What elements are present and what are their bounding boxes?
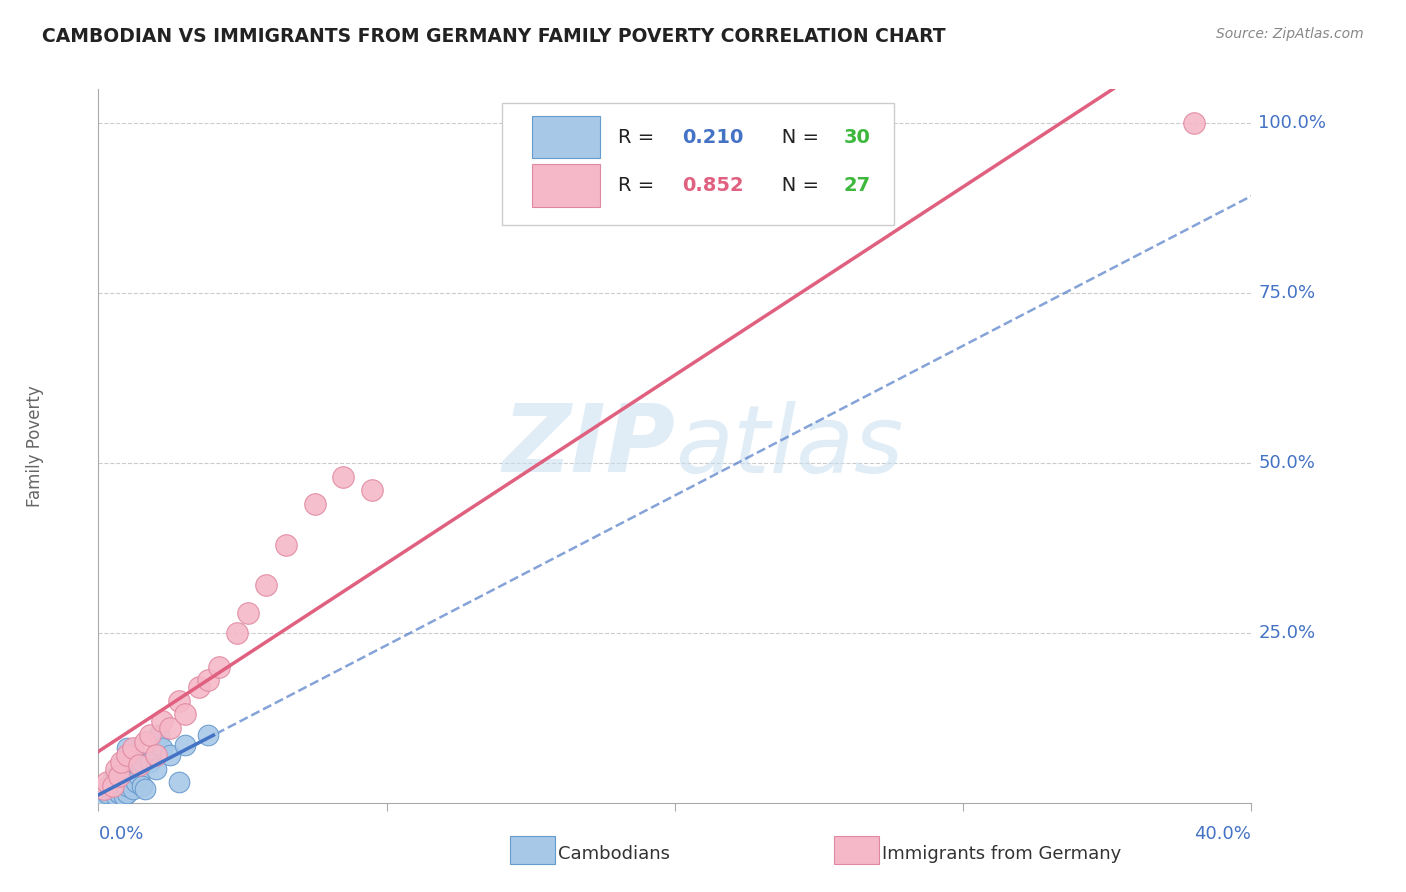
Text: Immigrants from Germany: Immigrants from Germany <box>882 845 1121 863</box>
Point <box>110 762 132 776</box>
Point <box>93 789 115 803</box>
Point <box>128 769 150 783</box>
Point <box>174 738 197 752</box>
Point <box>128 758 150 772</box>
Point <box>122 782 145 797</box>
Point <box>104 762 127 776</box>
Point <box>274 537 297 551</box>
Point <box>104 789 127 803</box>
Text: atlas: atlas <box>675 401 903 491</box>
Point <box>167 775 190 789</box>
Point <box>145 762 167 776</box>
Point <box>112 755 135 769</box>
Text: Family Poverty: Family Poverty <box>27 385 44 507</box>
Text: 25.0%: 25.0% <box>1258 624 1316 642</box>
Point <box>117 779 138 793</box>
Point <box>174 707 197 722</box>
Text: 0.0%: 0.0% <box>98 825 143 843</box>
Point <box>159 748 181 763</box>
Point <box>120 775 142 789</box>
Point <box>238 606 260 620</box>
Point <box>131 779 153 793</box>
Point <box>96 786 118 800</box>
Text: ZIP: ZIP <box>502 400 675 492</box>
Point <box>254 578 277 592</box>
Point <box>110 782 132 797</box>
Point <box>197 728 219 742</box>
Point <box>122 741 145 756</box>
Text: R =: R = <box>619 128 661 146</box>
FancyBboxPatch shape <box>531 116 600 158</box>
Point <box>98 782 121 797</box>
Text: 50.0%: 50.0% <box>1258 454 1315 472</box>
Point <box>112 789 135 803</box>
Point <box>188 680 211 694</box>
Text: 40.0%: 40.0% <box>1195 825 1251 843</box>
Point <box>104 769 127 783</box>
Point <box>1182 116 1205 130</box>
Text: 75.0%: 75.0% <box>1258 284 1316 302</box>
Text: CAMBODIAN VS IMMIGRANTS FROM GERMANY FAMILY POVERTY CORRELATION CHART: CAMBODIAN VS IMMIGRANTS FROM GERMANY FAM… <box>42 27 946 45</box>
Point <box>150 741 173 756</box>
Point <box>93 782 115 797</box>
Point <box>145 748 167 763</box>
Text: 30: 30 <box>844 128 870 146</box>
Point <box>197 673 219 688</box>
Text: N =: N = <box>762 176 825 195</box>
Text: Source: ZipAtlas.com: Source: ZipAtlas.com <box>1216 27 1364 41</box>
Point <box>131 755 153 769</box>
Point <box>225 626 247 640</box>
Point <box>117 748 138 763</box>
Point <box>117 741 138 756</box>
Text: Cambodians: Cambodians <box>558 845 671 863</box>
Point <box>167 694 190 708</box>
Text: 100.0%: 100.0% <box>1258 114 1326 132</box>
Point <box>134 734 156 748</box>
Text: 0.852: 0.852 <box>682 176 744 195</box>
Point <box>304 497 326 511</box>
Point <box>208 660 231 674</box>
FancyBboxPatch shape <box>531 164 600 207</box>
Point <box>107 769 129 783</box>
Point <box>117 786 138 800</box>
Point <box>101 779 124 793</box>
Point <box>148 728 170 742</box>
Point <box>139 755 162 769</box>
Point <box>107 786 129 800</box>
Point <box>159 721 181 735</box>
Text: N =: N = <box>762 128 825 146</box>
Text: 27: 27 <box>844 176 870 195</box>
Point <box>139 728 162 742</box>
Point <box>96 775 118 789</box>
Point <box>101 772 124 786</box>
Point <box>110 755 132 769</box>
FancyBboxPatch shape <box>502 103 894 225</box>
Point <box>361 483 384 498</box>
Text: 0.210: 0.210 <box>682 128 744 146</box>
Point <box>101 779 124 793</box>
Point <box>134 782 156 797</box>
Text: R =: R = <box>619 176 661 195</box>
Point <box>332 469 354 483</box>
Point <box>150 714 173 729</box>
Point <box>125 775 148 789</box>
